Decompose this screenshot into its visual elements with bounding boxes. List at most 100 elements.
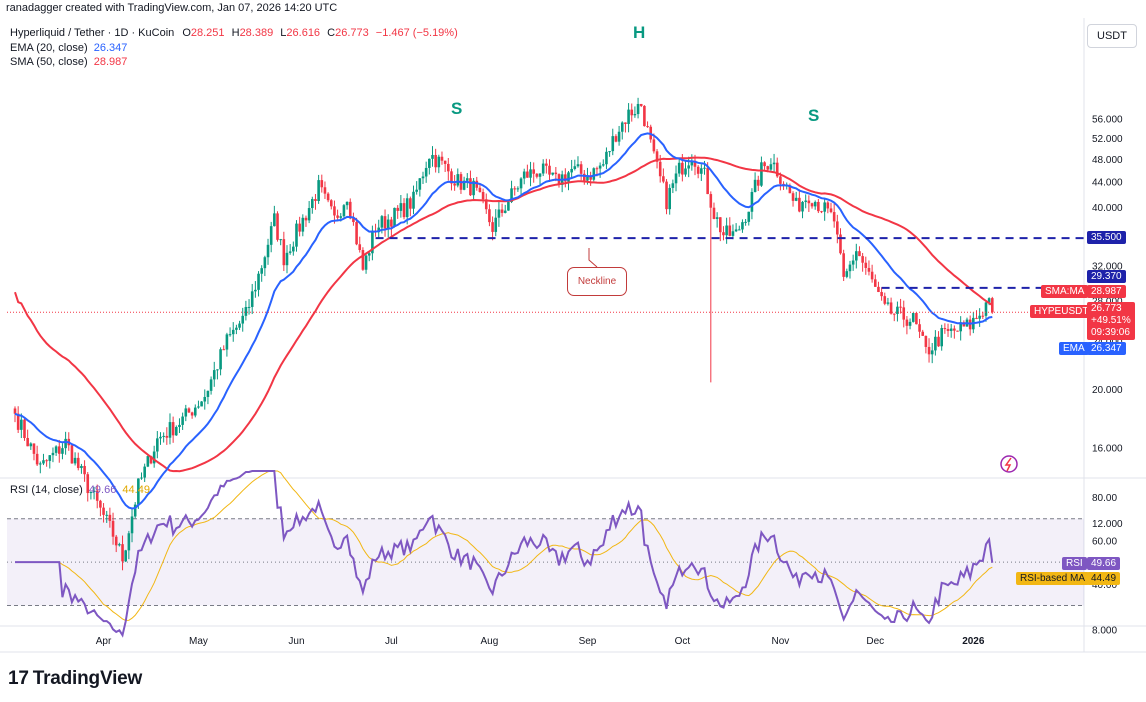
- time-tick-label: Dec: [866, 636, 884, 647]
- price-tick-label: 32.000: [1092, 261, 1123, 272]
- price-tick-label: 20.000: [1092, 385, 1123, 396]
- candle-body: [355, 222, 358, 245]
- candle-body: [548, 165, 551, 175]
- candle-body: [541, 163, 545, 174]
- candle-body: [908, 321, 912, 326]
- candle-body: [412, 191, 415, 209]
- candle-body: [614, 136, 618, 142]
- candle-body: [456, 174, 460, 186]
- candle-body: [152, 451, 156, 464]
- candle-body: [873, 279, 877, 287]
- time-tick-label: Jun: [288, 636, 304, 647]
- candle-body: [127, 533, 131, 551]
- chart-credit: ranadagger created with TradingView.com,…: [6, 2, 338, 14]
- candle-body: [497, 209, 501, 218]
- open-value: 28.251: [190, 27, 225, 39]
- candle-body: [149, 456, 153, 464]
- price-tick-label: 44.000: [1092, 178, 1123, 189]
- candle-body: [522, 171, 526, 179]
- candle-body: [16, 413, 20, 430]
- candle-body: [209, 379, 213, 391]
- candle-body: [798, 197, 801, 212]
- candle-body: [956, 330, 959, 332]
- candle-body: [586, 176, 589, 181]
- candle-body: [193, 407, 197, 416]
- candle-body: [440, 156, 444, 161]
- candle-body: [121, 544, 124, 562]
- candle-body: [266, 244, 270, 258]
- tradingview-logo-icon: 17: [8, 668, 29, 689]
- candle-body: [197, 406, 200, 408]
- candle-body: [526, 171, 529, 178]
- candle-body: [241, 315, 245, 324]
- candle-body: [516, 188, 520, 190]
- candle-body: [140, 477, 143, 479]
- candle-body: [564, 174, 567, 182]
- candle-body: [507, 202, 510, 211]
- candle-body: [393, 207, 396, 227]
- candle-body: [295, 223, 298, 247]
- candle-body: [769, 164, 773, 170]
- candle-body: [570, 168, 573, 173]
- candle-body: [304, 217, 308, 221]
- time-tick-label: May: [189, 636, 208, 647]
- candle-body: [959, 322, 962, 332]
- candle-body: [934, 336, 937, 351]
- sma-label: SMA (50, close): [10, 56, 88, 68]
- candle-body: [288, 251, 292, 253]
- candle-body: [431, 154, 434, 159]
- candle-body: [551, 172, 554, 175]
- candle-body: [342, 205, 346, 217]
- candle-body: [143, 466, 146, 478]
- currency-button[interactable]: USDT: [1087, 24, 1137, 48]
- candle-body: [687, 165, 690, 169]
- candle-body: [358, 244, 362, 251]
- candle-body: [348, 201, 352, 219]
- candle-body: [848, 264, 852, 272]
- candle-body: [892, 313, 896, 315]
- candle-body: [159, 436, 162, 439]
- sma-legend[interactable]: SMA (50, close) 28.987: [10, 56, 127, 68]
- candle-body: [810, 203, 814, 207]
- candle-body: [276, 213, 279, 240]
- candle-body: [364, 255, 368, 270]
- time-tick-label: Jul: [385, 636, 398, 647]
- candle-body: [503, 210, 507, 213]
- candle-body: [428, 158, 431, 168]
- candle-body: [219, 349, 222, 370]
- close-value: 26.773: [335, 27, 369, 39]
- rsi-label: RSI (14, close): [10, 484, 83, 496]
- candle-body: [367, 253, 371, 256]
- sma-50-line: [14, 156, 993, 473]
- candle-body: [731, 231, 735, 236]
- candle-body: [282, 239, 286, 266]
- rsi-legend[interactable]: RSI (14, close) 49.66 44.49: [10, 484, 150, 496]
- candle-body: [842, 253, 845, 277]
- candle-body: [447, 163, 450, 172]
- candle-body: [250, 291, 254, 307]
- candle-body: [760, 162, 763, 186]
- candle-body: [532, 169, 535, 174]
- open-label: O: [182, 27, 191, 39]
- candle-body: [212, 370, 216, 380]
- candle-body: [20, 419, 23, 430]
- candle-body: [753, 179, 757, 192]
- candle-body: [823, 202, 826, 212]
- symbol-title[interactable]: Hyperliquid / Tether · 1D · KuCoin: [10, 27, 175, 39]
- rsi-tick-label: 80.00: [1092, 493, 1117, 504]
- candle-body: [311, 199, 314, 209]
- candle-body: [978, 315, 981, 319]
- candle-body: [617, 131, 621, 142]
- candle-body: [469, 178, 472, 196]
- candle-body: [462, 180, 466, 190]
- ema-legend[interactable]: EMA (20, close) 26.347: [10, 42, 127, 54]
- candle-body: [880, 292, 883, 297]
- tradingview-logo[interactable]: 17 TradingView: [8, 668, 142, 690]
- candle-body: [946, 329, 950, 331]
- candle-body: [611, 136, 615, 152]
- candle-body: [424, 167, 428, 177]
- candle-body: [73, 457, 77, 464]
- last-change: +49.51%: [1091, 315, 1131, 326]
- candle-body: [472, 180, 475, 196]
